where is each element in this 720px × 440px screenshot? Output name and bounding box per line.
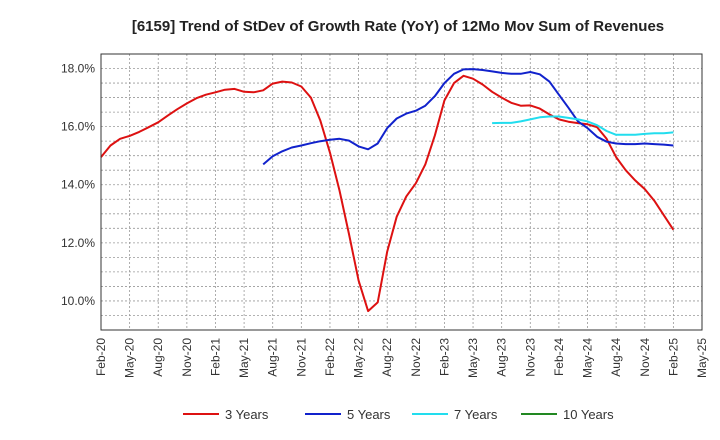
legend-label: 3 Years bbox=[225, 407, 269, 422]
y-tick-label: 10.0% bbox=[61, 294, 95, 308]
x-tick-label: Feb-21 bbox=[208, 338, 222, 376]
x-tick-label: Feb-23 bbox=[437, 338, 451, 376]
x-tick-label: Aug-24 bbox=[609, 338, 623, 377]
x-tick-label: Feb-25 bbox=[666, 338, 680, 376]
x-tick-label: Nov-24 bbox=[638, 338, 652, 377]
x-tick-label: Nov-23 bbox=[523, 338, 537, 377]
series-line-5-years bbox=[262, 68, 674, 166]
series-line-3-years bbox=[100, 74, 675, 313]
y-tick-label: 18.0% bbox=[61, 62, 95, 76]
series-lines bbox=[100, 68, 675, 313]
x-tick-label: May-23 bbox=[466, 338, 480, 378]
x-tick-label: Feb-20 bbox=[94, 338, 108, 376]
x-tick-label: Aug-22 bbox=[380, 338, 394, 377]
legend: 3 Years 5 Years 7 Years 10 Years bbox=[183, 407, 614, 422]
x-tick-label: Aug-20 bbox=[151, 338, 165, 377]
series-line-7-years bbox=[492, 115, 674, 136]
legend-label: 7 Years bbox=[454, 407, 498, 422]
x-tick-label: Aug-21 bbox=[266, 338, 280, 377]
x-tick-label: Nov-22 bbox=[409, 338, 423, 377]
x-tick-label: Nov-21 bbox=[294, 338, 308, 377]
x-tick-label: Nov-20 bbox=[180, 338, 194, 377]
y-tick-label: 14.0% bbox=[61, 178, 95, 192]
x-tick-label: May-20 bbox=[123, 338, 137, 378]
x-tick-label: Feb-22 bbox=[323, 338, 337, 376]
plot-area bbox=[100, 53, 703, 331]
legend-label: 5 Years bbox=[347, 407, 391, 422]
y-tick-label: 16.0% bbox=[61, 120, 95, 134]
y-axis-ticks: 10.0% 12.0% 14.0% 16.0% 18.0% bbox=[61, 62, 95, 308]
x-tick-label: May-25 bbox=[695, 338, 709, 378]
x-tick-label: Aug-23 bbox=[495, 338, 509, 377]
x-tick-label: May-24 bbox=[581, 338, 595, 378]
x-tick-label: May-22 bbox=[352, 338, 366, 378]
chart-title: [6159] Trend of StDev of Growth Rate (Yo… bbox=[132, 18, 664, 35]
x-axis-ticks: Feb-20 May-20 Aug-20 Nov-20 Feb-21 May-21 Aug-… bbox=[94, 338, 709, 378]
plot-frame bbox=[100, 53, 703, 331]
y-tick-label: 12.0% bbox=[61, 236, 95, 250]
plot-border bbox=[100, 53, 703, 331]
legend-label: 10 Years bbox=[563, 407, 614, 422]
x-tick-label: May-21 bbox=[237, 338, 251, 378]
x-tick-label: Feb-24 bbox=[552, 338, 566, 376]
